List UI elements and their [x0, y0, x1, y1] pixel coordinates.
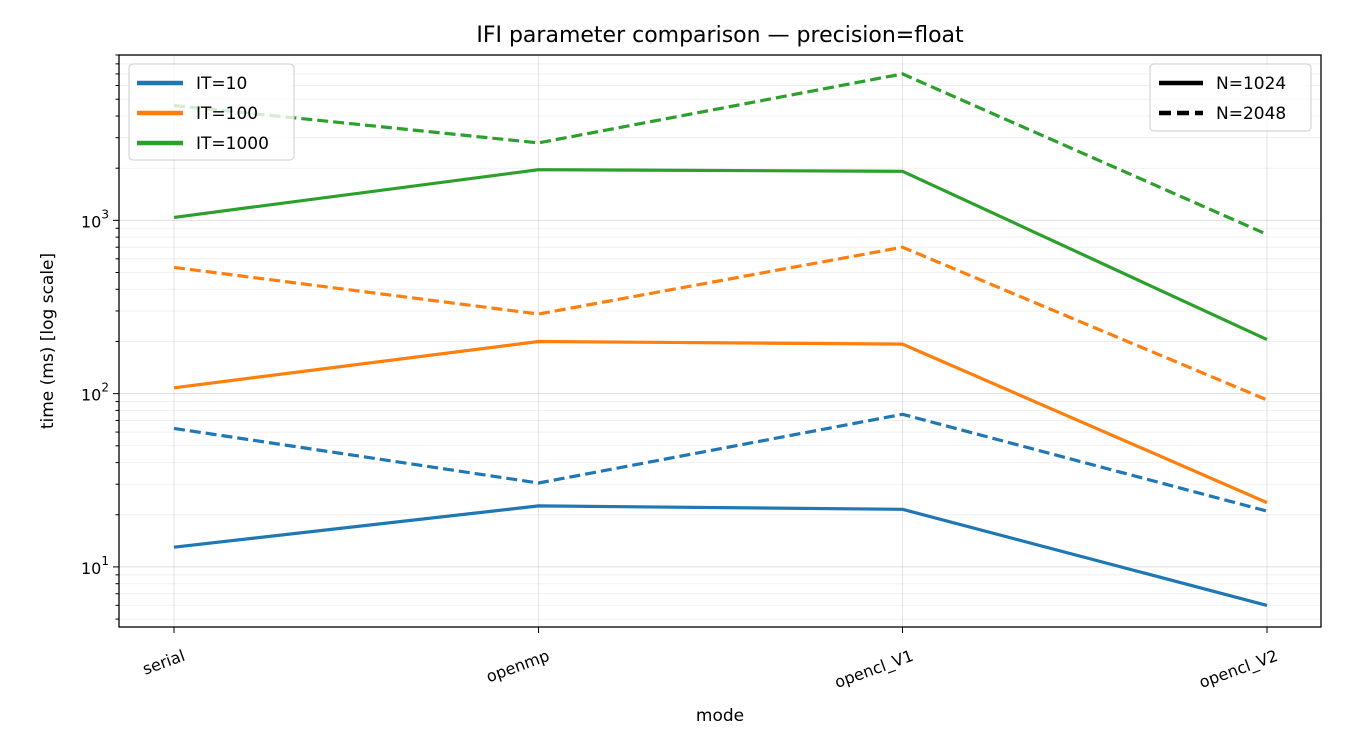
legend-label: IT=100 — [196, 104, 258, 124]
series-line-it-1000-n-2048 — [173, 72, 1268, 236]
legend-iterations: IT=10 IT=100 IT=1000 — [128, 63, 295, 161]
legend-label: IT=1000 — [196, 134, 269, 154]
grid — [119, 54, 1321, 627]
series-line-it-10-n-2048 — [173, 412, 1268, 513]
legend-label: IT=10 — [196, 74, 247, 94]
y-axis-label: time (ms) [log scale] — [38, 253, 58, 429]
legend-label: N=2048 — [1216, 104, 1286, 124]
chart-title: IFI parameter comparison — precision=flo… — [476, 23, 964, 48]
series-line-it-10-n-1024 — [173, 504, 1268, 607]
legend-sizes: N=1024 N=2048 — [1149, 63, 1312, 132]
legend-label: N=1024 — [1216, 74, 1286, 94]
series-line-it-100-n-2048 — [173, 245, 1268, 402]
series-line-it-1000-n-1024 — [173, 168, 1268, 342]
legend-box — [128, 63, 295, 161]
x-axis-label: mode — [696, 706, 744, 726]
series-line-it-100-n-1024 — [173, 339, 1268, 505]
series-lines — [173, 72, 1268, 607]
